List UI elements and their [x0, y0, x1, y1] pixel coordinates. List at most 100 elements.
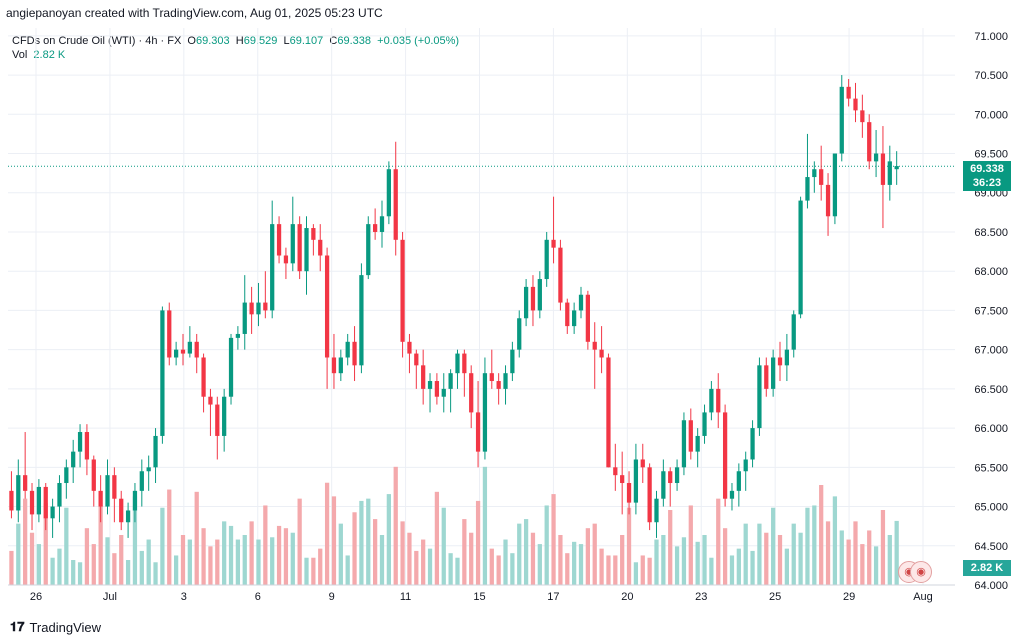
volume-bar	[400, 521, 405, 585]
price-tick-label: 70.000	[974, 109, 1008, 121]
candle-body	[544, 239, 549, 280]
price-tick-label: 65.500	[974, 462, 1008, 474]
price-tick-label: 68.500	[974, 227, 1008, 239]
price-tick-label: 69.500	[974, 149, 1008, 161]
volume-bar	[201, 528, 206, 585]
volume-bar	[709, 557, 714, 585]
volume-bar	[558, 535, 563, 585]
candle-body	[324, 255, 330, 358]
volume-label: Vol	[12, 49, 28, 61]
us-event-flag-icon[interactable]: ◉	[910, 561, 932, 583]
candle-body	[606, 357, 611, 468]
volume-bar	[228, 525, 234, 585]
close-value: 69.338	[337, 35, 372, 47]
candle-body	[173, 349, 179, 358]
candle-body	[565, 302, 570, 327]
candle-body	[798, 200, 803, 315]
volume-bar	[434, 491, 440, 585]
volume-bar	[674, 546, 680, 585]
volume-bar	[867, 530, 872, 585]
candle-body	[784, 349, 790, 366]
candle-body	[119, 498, 124, 523]
volume-bar	[777, 535, 783, 585]
low-label: L	[283, 35, 290, 47]
volume-bar	[153, 562, 158, 585]
volume-bar	[832, 496, 838, 585]
time-tick-label: 9	[329, 591, 335, 603]
volume-bar	[139, 550, 144, 585]
candle-body	[482, 373, 488, 452]
candle-body	[276, 224, 282, 256]
volume-bar	[798, 532, 803, 585]
volume-bar	[352, 512, 357, 585]
candle-body	[304, 228, 309, 272]
volume-bar	[235, 539, 241, 585]
candle-body	[270, 224, 275, 311]
volume-bar	[427, 548, 433, 585]
candle-body	[853, 98, 858, 111]
candle-body	[180, 349, 186, 354]
candle-body	[825, 184, 831, 217]
volume-bar	[242, 535, 247, 585]
candle-body	[146, 467, 151, 472]
volume-bar	[530, 532, 536, 585]
volume-bar	[716, 498, 721, 585]
candle-body	[359, 275, 364, 366]
volume-bar	[64, 507, 69, 585]
candle-body	[71, 451, 76, 468]
volume-bar	[249, 521, 254, 585]
candle-body	[105, 475, 110, 507]
candle-body	[36, 486, 42, 515]
volume-bar	[290, 532, 295, 585]
volume-bar	[132, 496, 138, 585]
candle-body	[187, 341, 192, 354]
candle-body	[894, 166, 899, 170]
candle-body	[379, 216, 385, 232]
candle-body	[503, 373, 508, 389]
brand-footer[interactable]: 𝟏𝟕 TradingView	[10, 619, 101, 635]
volume-bar	[592, 523, 597, 585]
candle-body	[50, 506, 55, 519]
candle-body	[633, 459, 639, 503]
candle-body	[235, 333, 241, 338]
candle-body	[91, 459, 96, 491]
open-label: O	[187, 35, 196, 47]
candles	[9, 75, 899, 538]
volume-bar	[510, 553, 515, 585]
volume-bar	[180, 535, 186, 585]
volume-bar	[578, 544, 584, 585]
volume-bar	[84, 528, 90, 585]
volume-bar	[16, 523, 21, 585]
bar-countdown: 36:23	[972, 177, 1002, 189]
candle-body	[338, 357, 343, 374]
volume-bar	[702, 535, 707, 585]
candle-body	[661, 471, 666, 499]
price-axis: 71.00070.50070.00069.50069.00068.50068.0…	[974, 31, 1008, 592]
candle-body	[592, 341, 597, 350]
candle-body	[64, 467, 69, 484]
time-tick-label: 20	[621, 591, 633, 603]
volume-bar	[640, 555, 645, 585]
volume-bar	[572, 541, 577, 585]
change-value: +0.035 (+0.05%)	[377, 35, 460, 47]
price-tick-label: 65.000	[974, 502, 1008, 514]
candle-body	[880, 153, 886, 185]
symbol-title[interactable]: CFDs on Crude Oil (WTI) · 4h · FX	[12, 35, 182, 47]
volume-bar	[276, 525, 282, 585]
candle-body	[626, 483, 632, 503]
volume-bar	[311, 557, 316, 585]
volume-bar	[331, 496, 337, 585]
volume-bar	[77, 562, 83, 585]
candle-body	[558, 247, 563, 303]
time-tick-label: 23	[695, 591, 707, 603]
last-price-value: 69.338	[970, 163, 1004, 175]
volume-bar	[146, 539, 151, 585]
candle-body	[757, 365, 762, 429]
candle-body	[448, 373, 453, 389]
volume-bar	[688, 505, 693, 585]
candle-body	[98, 490, 103, 507]
volume-bar	[860, 544, 865, 585]
candle-body	[647, 467, 652, 523]
price-tick-label: 64.500	[974, 541, 1008, 553]
